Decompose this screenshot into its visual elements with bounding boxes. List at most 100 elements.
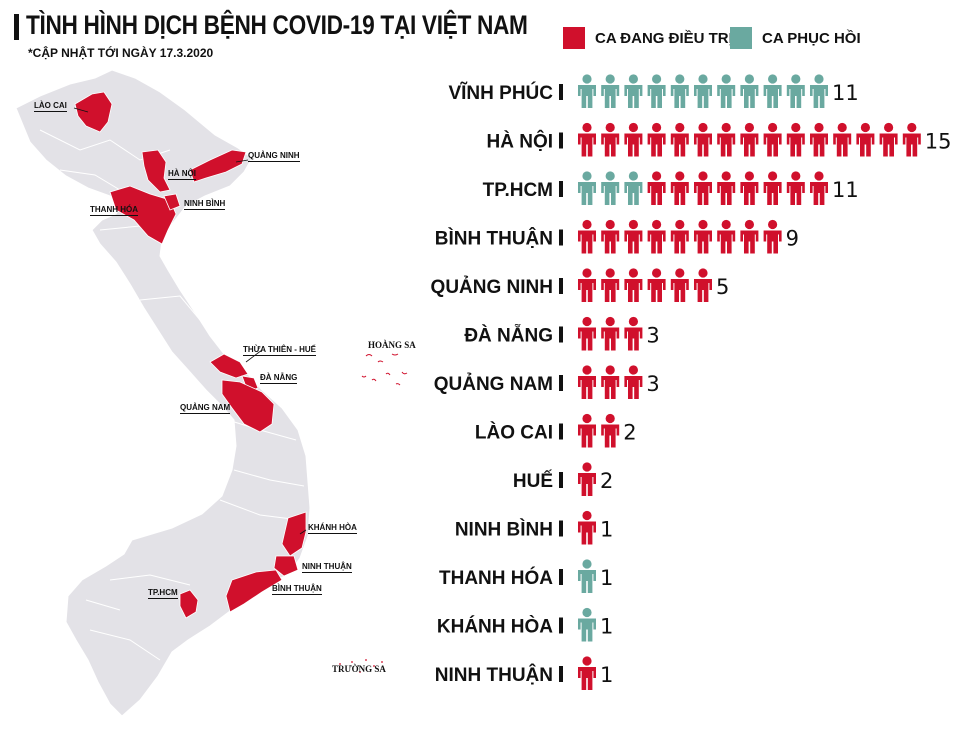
category-label: QUẢNG NAM (434, 373, 553, 395)
province-lao-cai (74, 91, 113, 133)
person-icon-treating (647, 268, 666, 302)
person-icon-treating (601, 413, 620, 448)
map-label-quang-nam: QUẢNG NAM (180, 403, 231, 414)
person-icon-treating (601, 316, 620, 351)
category-tick (559, 278, 563, 294)
person-icon-treating (624, 316, 643, 351)
legend-swatch-treating (563, 27, 585, 49)
category-tick (559, 181, 563, 197)
category-tick (559, 375, 563, 391)
category-label: QUẢNG NINH (431, 276, 553, 298)
person-icon-treating (601, 268, 620, 302)
province-ninh-binh (163, 193, 181, 211)
count-label: 3 (646, 324, 659, 348)
category-tick (559, 132, 563, 149)
province-tphcm (179, 589, 199, 619)
person-icon-treating (624, 219, 643, 254)
person-icon-treating (879, 122, 898, 157)
person-icon-recovered (624, 171, 643, 205)
person-icon-treating (578, 462, 596, 496)
map-label-ha-noi: HÀ NỘI (168, 169, 196, 180)
map-label-thanh-hoa: THANH HÓA (90, 205, 138, 216)
person-icon-recovered (601, 171, 620, 205)
province-thanh-hoa (109, 185, 177, 245)
person-icon-treating (694, 219, 712, 254)
chart-row: ĐÀ NẴNG 3 (464, 316, 660, 351)
count-label: 2 (600, 469, 613, 493)
person-icon-treating (763, 219, 782, 254)
count-label: 11 (832, 178, 859, 202)
map-label-ninh-thuan: NINH THUẬN (302, 562, 352, 573)
person-icon-recovered (786, 74, 805, 108)
province-khanh-hoa (281, 511, 307, 557)
vietnam-landmass (15, 69, 311, 717)
count-label: 1 (600, 518, 613, 542)
category-label: LÀO CAI (475, 422, 553, 444)
province-ha-noi (141, 149, 171, 193)
page-subtitle: *CẬP NHẬT TỚI NGÀY 17.3.2020 (28, 46, 214, 60)
person-icon-treating (601, 219, 620, 254)
category-tick (559, 84, 563, 100)
chart-row: NINH BÌNH 1 (455, 510, 613, 545)
person-icon-treating (810, 122, 828, 157)
person-icon-recovered (578, 171, 596, 205)
person-icon-treating (647, 171, 666, 205)
person-icon-recovered (601, 74, 620, 108)
person-icon-recovered (810, 74, 828, 108)
map-label-da-nang: ĐÀ NẴNG (260, 373, 298, 384)
chart-row: KHÁNH HÒA 1 (437, 607, 613, 642)
person-icon-recovered (763, 74, 782, 108)
person-icon-recovered (740, 74, 759, 108)
chart-row: TP.HCM 11 (483, 171, 859, 205)
legend-label-treating: CA ĐANG ĐIỀU TRỊ (595, 29, 733, 47)
person-icon-treating (717, 122, 736, 157)
map-label-ninh-binh: NINH BÌNH (184, 199, 226, 210)
person-icon-treating (740, 122, 759, 157)
category-tick (559, 617, 563, 634)
person-icon-treating (624, 122, 643, 157)
legend-item-recovered: CA PHỤC HỒI (730, 27, 861, 49)
person-icon-treating (601, 365, 620, 399)
page-title: TÌNH HÌNH DỊCH BỆNH COVID-19 TẠI VIỆT NA… (26, 10, 528, 40)
vietnam-map (15, 69, 408, 717)
person-icon-treating (694, 171, 712, 205)
person-icon-treating (578, 656, 596, 690)
person-icon-treating (670, 268, 689, 302)
chart-row: QUẢNG NINH 5 (431, 268, 729, 302)
legend-swatch-recovered (730, 27, 752, 49)
person-icon-treating (578, 122, 596, 157)
title-bar (14, 14, 19, 40)
person-icon-treating (740, 219, 759, 254)
province-ninh-thuan (273, 555, 299, 577)
person-icon-treating (624, 365, 643, 399)
person-icon-recovered (670, 74, 689, 108)
person-icon-recovered (578, 74, 596, 108)
map-label-hue: THỪA THIÊN - HUẾ (243, 345, 317, 356)
person-icon-treating (624, 268, 643, 302)
category-label: NINH THUẬN (435, 664, 553, 686)
category-tick (559, 326, 563, 343)
person-icon-treating (717, 171, 736, 205)
person-icon-treating (647, 122, 666, 157)
category-label: TP.HCM (483, 180, 553, 201)
map-label-quang-ninh: QUẢNG NINH (248, 151, 300, 162)
category-label: NINH BÌNH (455, 519, 553, 541)
hoang-sa-islands (361, 353, 408, 386)
province-hue (209, 353, 249, 379)
person-icon-treating (763, 122, 782, 157)
map-label-binh-thuan: BÌNH THUẬN (272, 584, 322, 595)
legend-item-treating: CA ĐANG ĐIỀU TRỊ (563, 27, 733, 49)
category-tick (559, 423, 563, 440)
person-icon-treating (647, 219, 666, 254)
map-label-tphcm: TP.HCM (148, 588, 178, 599)
truong-sa-islands (339, 659, 383, 673)
category-tick (559, 666, 563, 682)
map-label-truong-sa: TRƯỜNG SA (332, 664, 386, 674)
person-icon-treating (601, 122, 620, 157)
count-label: 15 (925, 130, 952, 154)
legend-label-recovered: CA PHỤC HỒI (762, 29, 861, 47)
count-label: 11 (832, 81, 859, 105)
affected-provinces (74, 91, 307, 619)
category-tick (559, 472, 563, 488)
